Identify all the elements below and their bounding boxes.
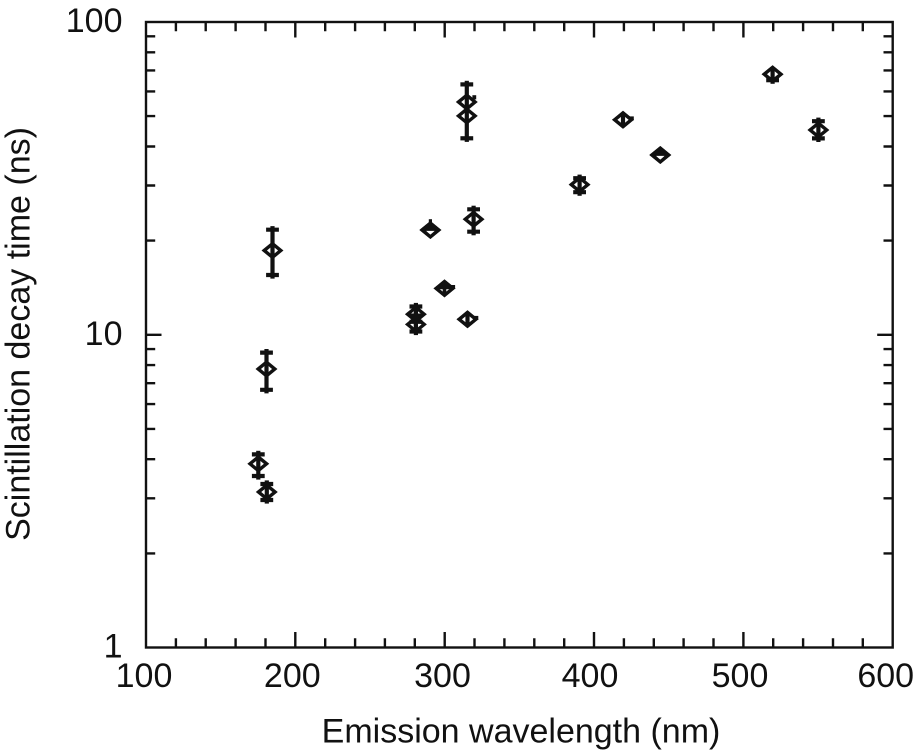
svg-text:10: 10 bbox=[85, 315, 123, 353]
svg-text:100: 100 bbox=[66, 2, 123, 40]
svg-text:200: 200 bbox=[264, 657, 321, 695]
svg-text:100: 100 bbox=[116, 657, 173, 695]
svg-text:300: 300 bbox=[414, 657, 471, 695]
svg-text:Scintillation decay time (ns): Scintillation decay time (ns) bbox=[0, 127, 38, 541]
svg-text:Emission wavelength (nm): Emission wavelength (nm) bbox=[322, 713, 721, 750]
svg-text:500: 500 bbox=[712, 657, 769, 695]
svg-text:400: 400 bbox=[562, 657, 619, 695]
svg-text:600: 600 bbox=[857, 657, 914, 695]
svg-text:1: 1 bbox=[104, 628, 123, 666]
